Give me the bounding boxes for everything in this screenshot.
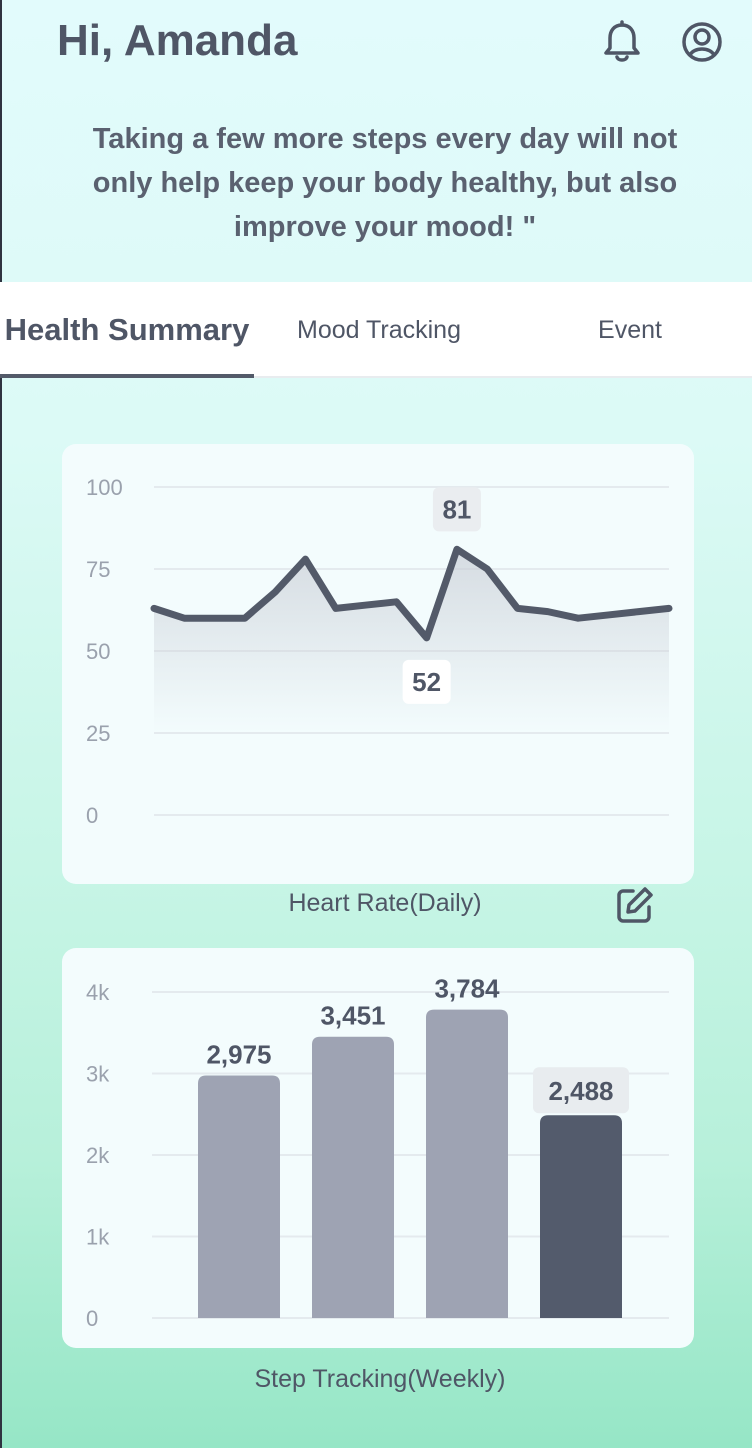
step-tracking-chart: 4k 3k 2k 1k 0 2,975 3,451 3,784 2,488 xyxy=(86,974,669,1331)
active-tab-indicator xyxy=(0,374,254,378)
bell-icon[interactable] xyxy=(600,20,644,64)
heart-rate-area xyxy=(154,549,669,733)
tab-mood-tracking[interactable]: Mood Tracking xyxy=(297,315,461,344)
y-tick-label: 50 xyxy=(86,639,110,664)
step-tracking-caption: Step Tracking(Weekly) xyxy=(254,1365,506,1393)
data-label: 2,975 xyxy=(206,1040,271,1070)
data-label-box xyxy=(533,1067,629,1114)
header: Hi, Amanda Taking a few more steps every… xyxy=(0,0,752,282)
data-label: 3,451 xyxy=(320,1001,385,1031)
y-tick-label: 3k xyxy=(86,1062,110,1087)
motivational-quote: Taking a few more steps every day will n… xyxy=(92,123,678,243)
tab-event[interactable]: Event xyxy=(598,315,662,344)
window-edge xyxy=(0,0,2,1448)
edit-icon[interactable] xyxy=(612,882,658,928)
heart-rate-caption: Heart Rate(Daily) xyxy=(288,889,482,917)
data-label-box xyxy=(432,487,481,532)
y-tick-label: 0 xyxy=(86,1306,98,1331)
heart-rate-chart: 100 75 50 25 0 81 52 xyxy=(86,475,673,828)
step-bar xyxy=(540,1115,622,1318)
data-label: 2,488 xyxy=(548,1076,613,1106)
y-tick-label: 100 xyxy=(86,475,123,500)
y-tick-label: 1k xyxy=(86,1225,110,1250)
y-tick-label: 4k xyxy=(86,980,110,1005)
heart-rate-line xyxy=(150,545,673,642)
y-tick-label: 0 xyxy=(86,803,98,828)
user-circle-icon[interactable] xyxy=(680,20,724,64)
y-tick-label: 25 xyxy=(86,721,110,746)
heart-rate-card: 100 75 50 25 0 81 52 xyxy=(62,444,694,884)
data-label: 3,784 xyxy=(434,974,500,1004)
step-bar xyxy=(312,1036,394,1318)
data-label: 81 xyxy=(442,494,471,524)
step-bar xyxy=(198,1075,280,1318)
y-tick-label: 2k xyxy=(86,1143,110,1168)
data-label-box xyxy=(402,659,451,704)
step-tracking-card: 4k 3k 2k 1k 0 2,975 3,451 3,784 2,488 xyxy=(62,948,694,1348)
step-bar xyxy=(426,1009,508,1318)
tab-bar: Health Summary Mood Tracking Event xyxy=(0,282,752,378)
y-tick-label: 75 xyxy=(86,557,110,582)
tab-health-summary[interactable]: Health Summary xyxy=(4,312,250,347)
greeting-title: Hi, Amanda xyxy=(57,16,298,65)
data-label: 52 xyxy=(412,667,441,697)
